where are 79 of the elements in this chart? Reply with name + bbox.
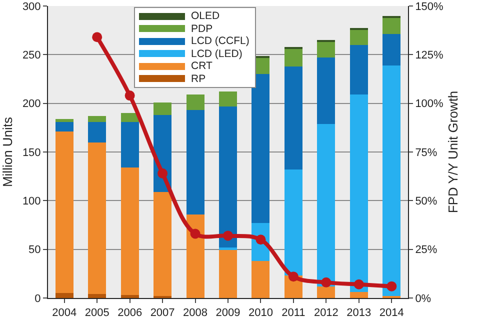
y-tick-label: 50 [28, 244, 41, 256]
point [386, 281, 397, 292]
legend-label: CRT [191, 60, 212, 72]
y2-tick-label: 25% [415, 244, 438, 256]
bar [219, 106, 237, 248]
bar [382, 65, 401, 296]
legend-label: LCD (LED) [191, 48, 242, 60]
bar [120, 113, 139, 122]
x-tick-label: 2010 [248, 307, 273, 320]
y-tick-label: 200 [22, 98, 41, 110]
bar [186, 110, 204, 214]
y-tick-label: 0 [34, 292, 41, 305]
bar [219, 92, 237, 106]
x-tick-label: 2009 [216, 307, 240, 320]
bar [154, 192, 172, 296]
y-axis-title: Million Units [0, 116, 15, 188]
bar [120, 295, 139, 298]
bar [317, 286, 336, 298]
legend-label: RP [191, 72, 206, 85]
bar [55, 132, 74, 294]
legend-label: PDP [191, 22, 213, 35]
bar [317, 58, 336, 124]
bar [219, 249, 237, 298]
y2-tick-label: 0% [415, 292, 432, 305]
y2-tick-label: 150% [415, 0, 444, 13]
bar [120, 168, 139, 296]
point [158, 168, 168, 178]
bar [154, 102, 172, 116]
bar [382, 18, 401, 34]
bar [186, 94, 204, 110]
x-tick-label: 2005 [84, 307, 110, 320]
point [223, 230, 233, 241]
bar [120, 122, 139, 168]
y-tick-label: 250 [22, 50, 41, 62]
point [124, 90, 135, 101]
y-tick-label: 300 [22, 0, 41, 13]
y-tick-label: 100 [22, 196, 41, 208]
bar [88, 294, 106, 298]
bar [55, 118, 74, 122]
x-tick-label: 2012 [314, 307, 338, 320]
bar [350, 292, 368, 298]
bar [350, 94, 368, 292]
bar [88, 116, 106, 122]
bar [284, 170, 302, 276]
y2-tick-label: 100% [415, 98, 444, 110]
x-tick-label: 2013 [346, 307, 372, 320]
bar [252, 74, 270, 224]
bar [382, 34, 401, 66]
x-tick-label: 2014 [379, 307, 404, 320]
point [190, 228, 200, 239]
x-tick-label: 2011 [282, 307, 306, 320]
y2-tick-label: 75% [415, 146, 438, 159]
x-tick-label: 2008 [183, 307, 208, 320]
bar [284, 48, 302, 66]
legend-label: OLED [191, 10, 220, 22]
point [92, 32, 102, 42]
bar [350, 44, 368, 95]
bar [317, 41, 336, 58]
y2-tick-label: 50% [415, 196, 438, 208]
bar [252, 261, 270, 298]
x-tick-label: 2007 [150, 307, 175, 320]
bar [186, 214, 204, 298]
bar [317, 124, 336, 286]
bar [219, 247, 237, 250]
y2-axis-title: FPD Y/Y Unit Growth [446, 90, 461, 214]
y2-tick-label: 125% [415, 50, 444, 62]
bar [88, 122, 106, 142]
bar [88, 142, 106, 294]
bar [55, 293, 74, 298]
point [354, 279, 364, 290]
x-tick-label: 2004 [52, 307, 77, 320]
bar [350, 29, 368, 45]
y-tick-label: 150 [22, 146, 41, 159]
legend-label: LCD (CCFL) [191, 35, 250, 48]
bar [55, 122, 74, 132]
point [321, 277, 332, 288]
point [288, 272, 298, 282]
x-tick-label: 2006 [118, 307, 142, 320]
bar [284, 66, 302, 170]
